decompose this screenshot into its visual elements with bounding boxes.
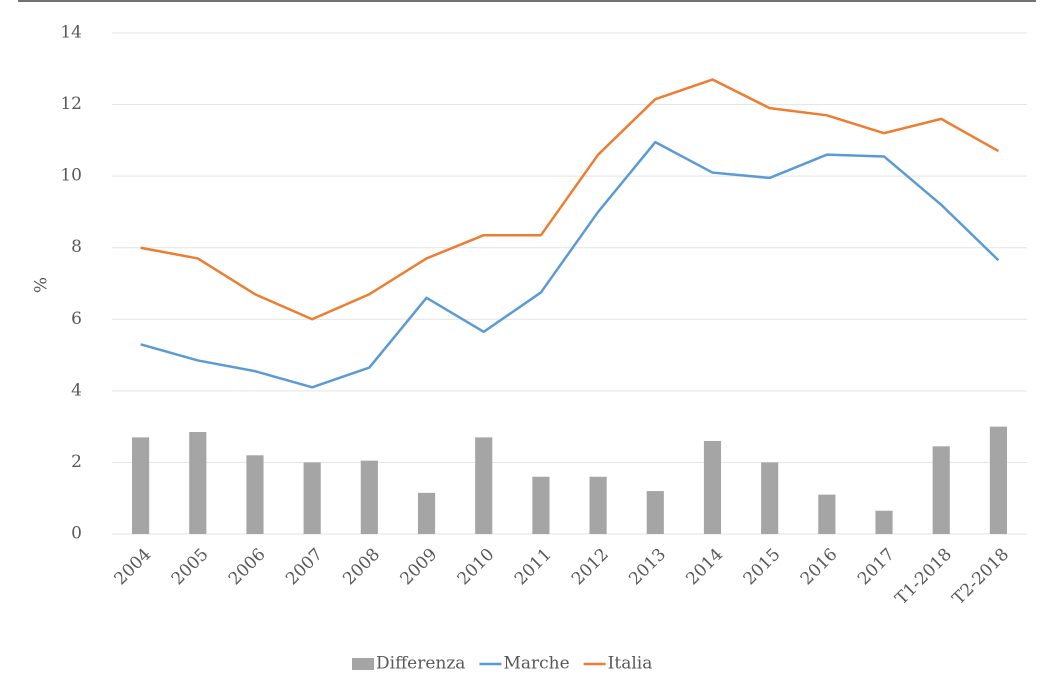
bar (703, 440, 722, 534)
x-tick-label: 2006 (225, 545, 270, 590)
y-tick-label: 4 (71, 380, 82, 400)
y-tick-label: 0 (71, 524, 82, 544)
y-tick-label: 2 (71, 452, 82, 472)
line (140, 78, 1000, 321)
x-tick-label: 2008 (339, 545, 384, 590)
bar (360, 460, 378, 534)
x-tick-label: 2014 (682, 545, 727, 590)
legend-label: Italia (608, 654, 653, 674)
y-tick-label: 8 (71, 237, 82, 257)
bar (761, 462, 779, 534)
x-tick-label: 2007 (282, 545, 327, 590)
x-tick-label: 2015 (740, 545, 785, 590)
legend-label: Differenza (376, 654, 465, 674)
bar (589, 476, 607, 534)
y-tick-label: 6 (71, 309, 82, 329)
x-tick-label: T2-2018 (949, 545, 1013, 609)
x-tick-label: 2004 (111, 545, 156, 590)
legend-label: Marche (503, 654, 569, 674)
y-tick-label: 10 (60, 166, 82, 186)
bar (303, 462, 321, 534)
x-tick-label: 2009 (397, 545, 442, 590)
bar (475, 437, 493, 534)
x-tick-label: 2012 (568, 545, 613, 590)
bar (246, 455, 264, 534)
x-tick-label: 2011 (511, 545, 556, 590)
bar (532, 476, 550, 534)
y-tick-label: 12 (60, 94, 82, 114)
y-axis-label: % (32, 277, 52, 293)
bar (932, 446, 950, 534)
y-tick-label: 14 (60, 23, 82, 43)
x-tick-label: 2013 (625, 545, 670, 590)
legend-swatch (352, 658, 374, 670)
bar (875, 510, 893, 534)
bar (417, 492, 436, 534)
line (140, 140, 1000, 389)
x-tick-label: 2010 (454, 545, 499, 590)
bar (189, 432, 207, 534)
x-tick-label: T1-2018 (891, 545, 955, 609)
bar (646, 491, 664, 534)
bar (989, 426, 1007, 534)
x-tick-label: 2017 (854, 545, 899, 590)
x-tick-label: 2005 (168, 545, 213, 590)
bar (818, 494, 836, 534)
x-tick-label: 2016 (797, 545, 842, 590)
bar (132, 437, 150, 534)
